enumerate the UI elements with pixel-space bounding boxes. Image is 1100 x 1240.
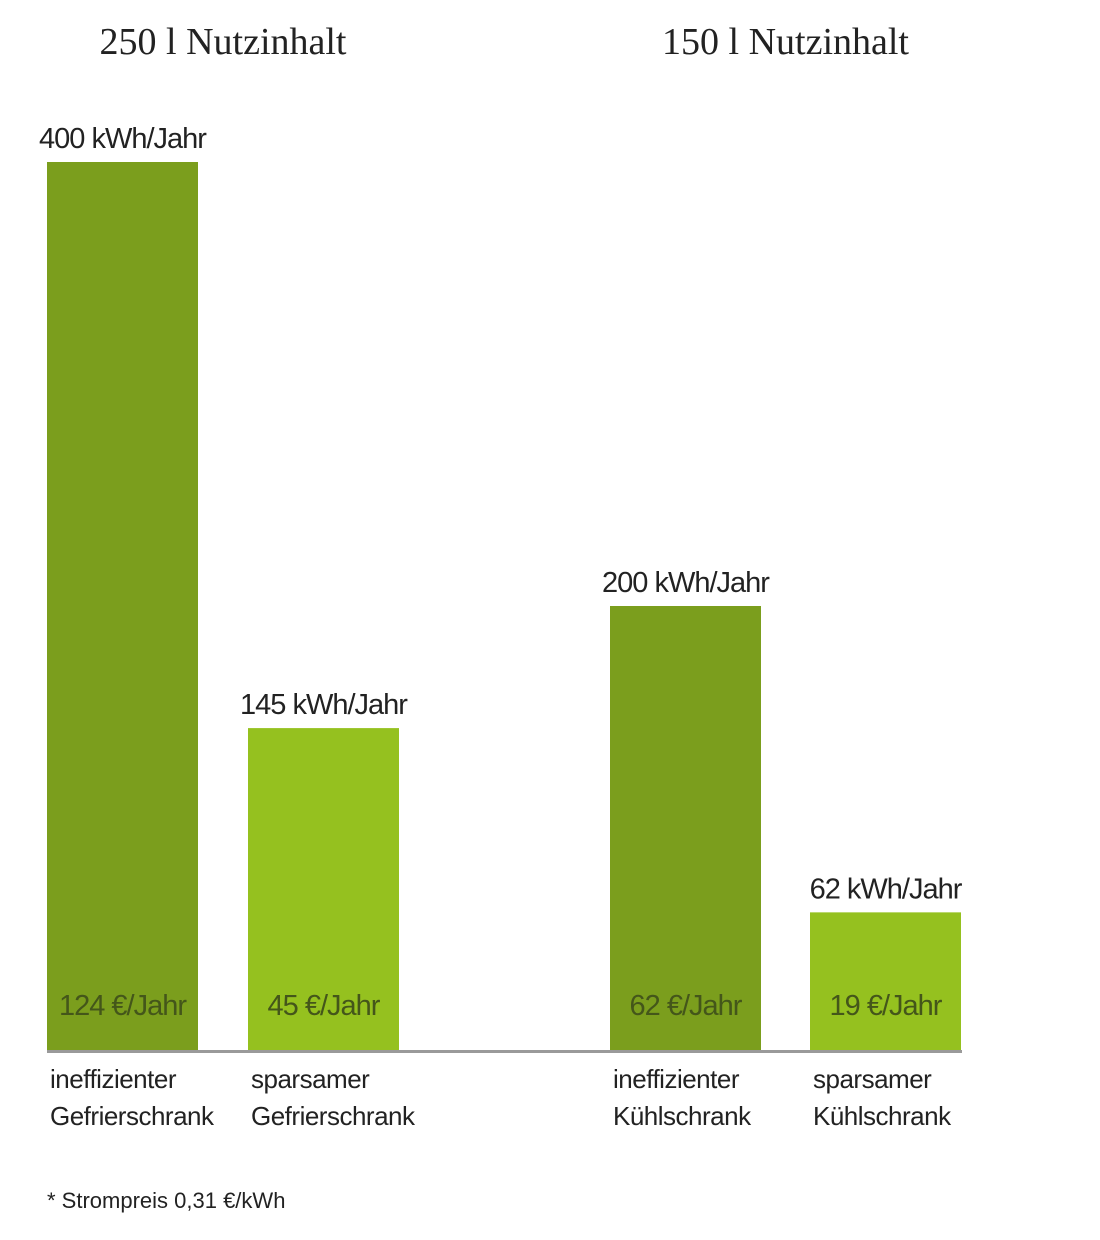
group-title: 250 l Nutzinhalt — [100, 21, 347, 63]
category-label: Gefrierschrank — [251, 1101, 416, 1131]
cost-label: 19 €/Jahr — [830, 990, 943, 1022]
bar — [47, 162, 198, 1050]
category-label: Gefrierschrank — [50, 1101, 215, 1131]
category-label: Kühlschrank — [813, 1101, 952, 1131]
value-label: 200 kWh/Jahr — [602, 567, 770, 599]
footnote: * Strompreis 0,31 €/kWh — [47, 1188, 285, 1213]
bar — [248, 728, 399, 1050]
value-label: 62 kWh/Jahr — [810, 873, 963, 905]
bar — [610, 606, 761, 1050]
value-label: 400 kWh/Jahr — [39, 123, 207, 155]
category-label: sparsamer — [813, 1064, 932, 1094]
cost-label: 62 €/Jahr — [630, 990, 743, 1022]
category-label: ineffizienter — [50, 1064, 177, 1094]
category-label: Kühlschrank — [613, 1101, 752, 1131]
group-title: 150 l Nutzinhalt — [662, 21, 909, 63]
category-label: sparsamer — [251, 1064, 370, 1094]
cost-label: 124 €/Jahr — [59, 990, 187, 1022]
category-label: ineffizienter — [613, 1064, 740, 1094]
bar — [810, 912, 961, 1050]
cost-label: 45 €/Jahr — [268, 990, 381, 1022]
value-label: 145 kWh/Jahr — [240, 689, 408, 721]
